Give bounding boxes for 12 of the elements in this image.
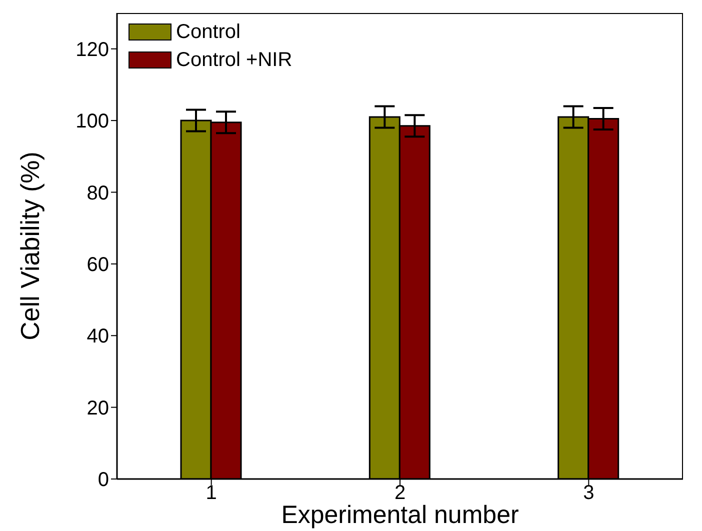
x-tick-label: 3 xyxy=(583,482,594,504)
y-tick-label: 100 xyxy=(76,110,109,133)
y-tick-label: 40 xyxy=(86,326,109,348)
x-tick-label: 1 xyxy=(206,482,217,504)
y-tick-label: 80 xyxy=(86,182,109,204)
legend-label: Control xyxy=(176,20,240,45)
y-axis-title: Cell Viability (%) xyxy=(15,152,46,340)
y-tick-label: 120 xyxy=(76,38,109,61)
y-tick-label: 60 xyxy=(86,254,109,276)
y-tick-label: 0 xyxy=(98,469,109,492)
y-tick-label: 20 xyxy=(86,397,109,420)
legend-label: Control +NIR xyxy=(176,48,292,73)
